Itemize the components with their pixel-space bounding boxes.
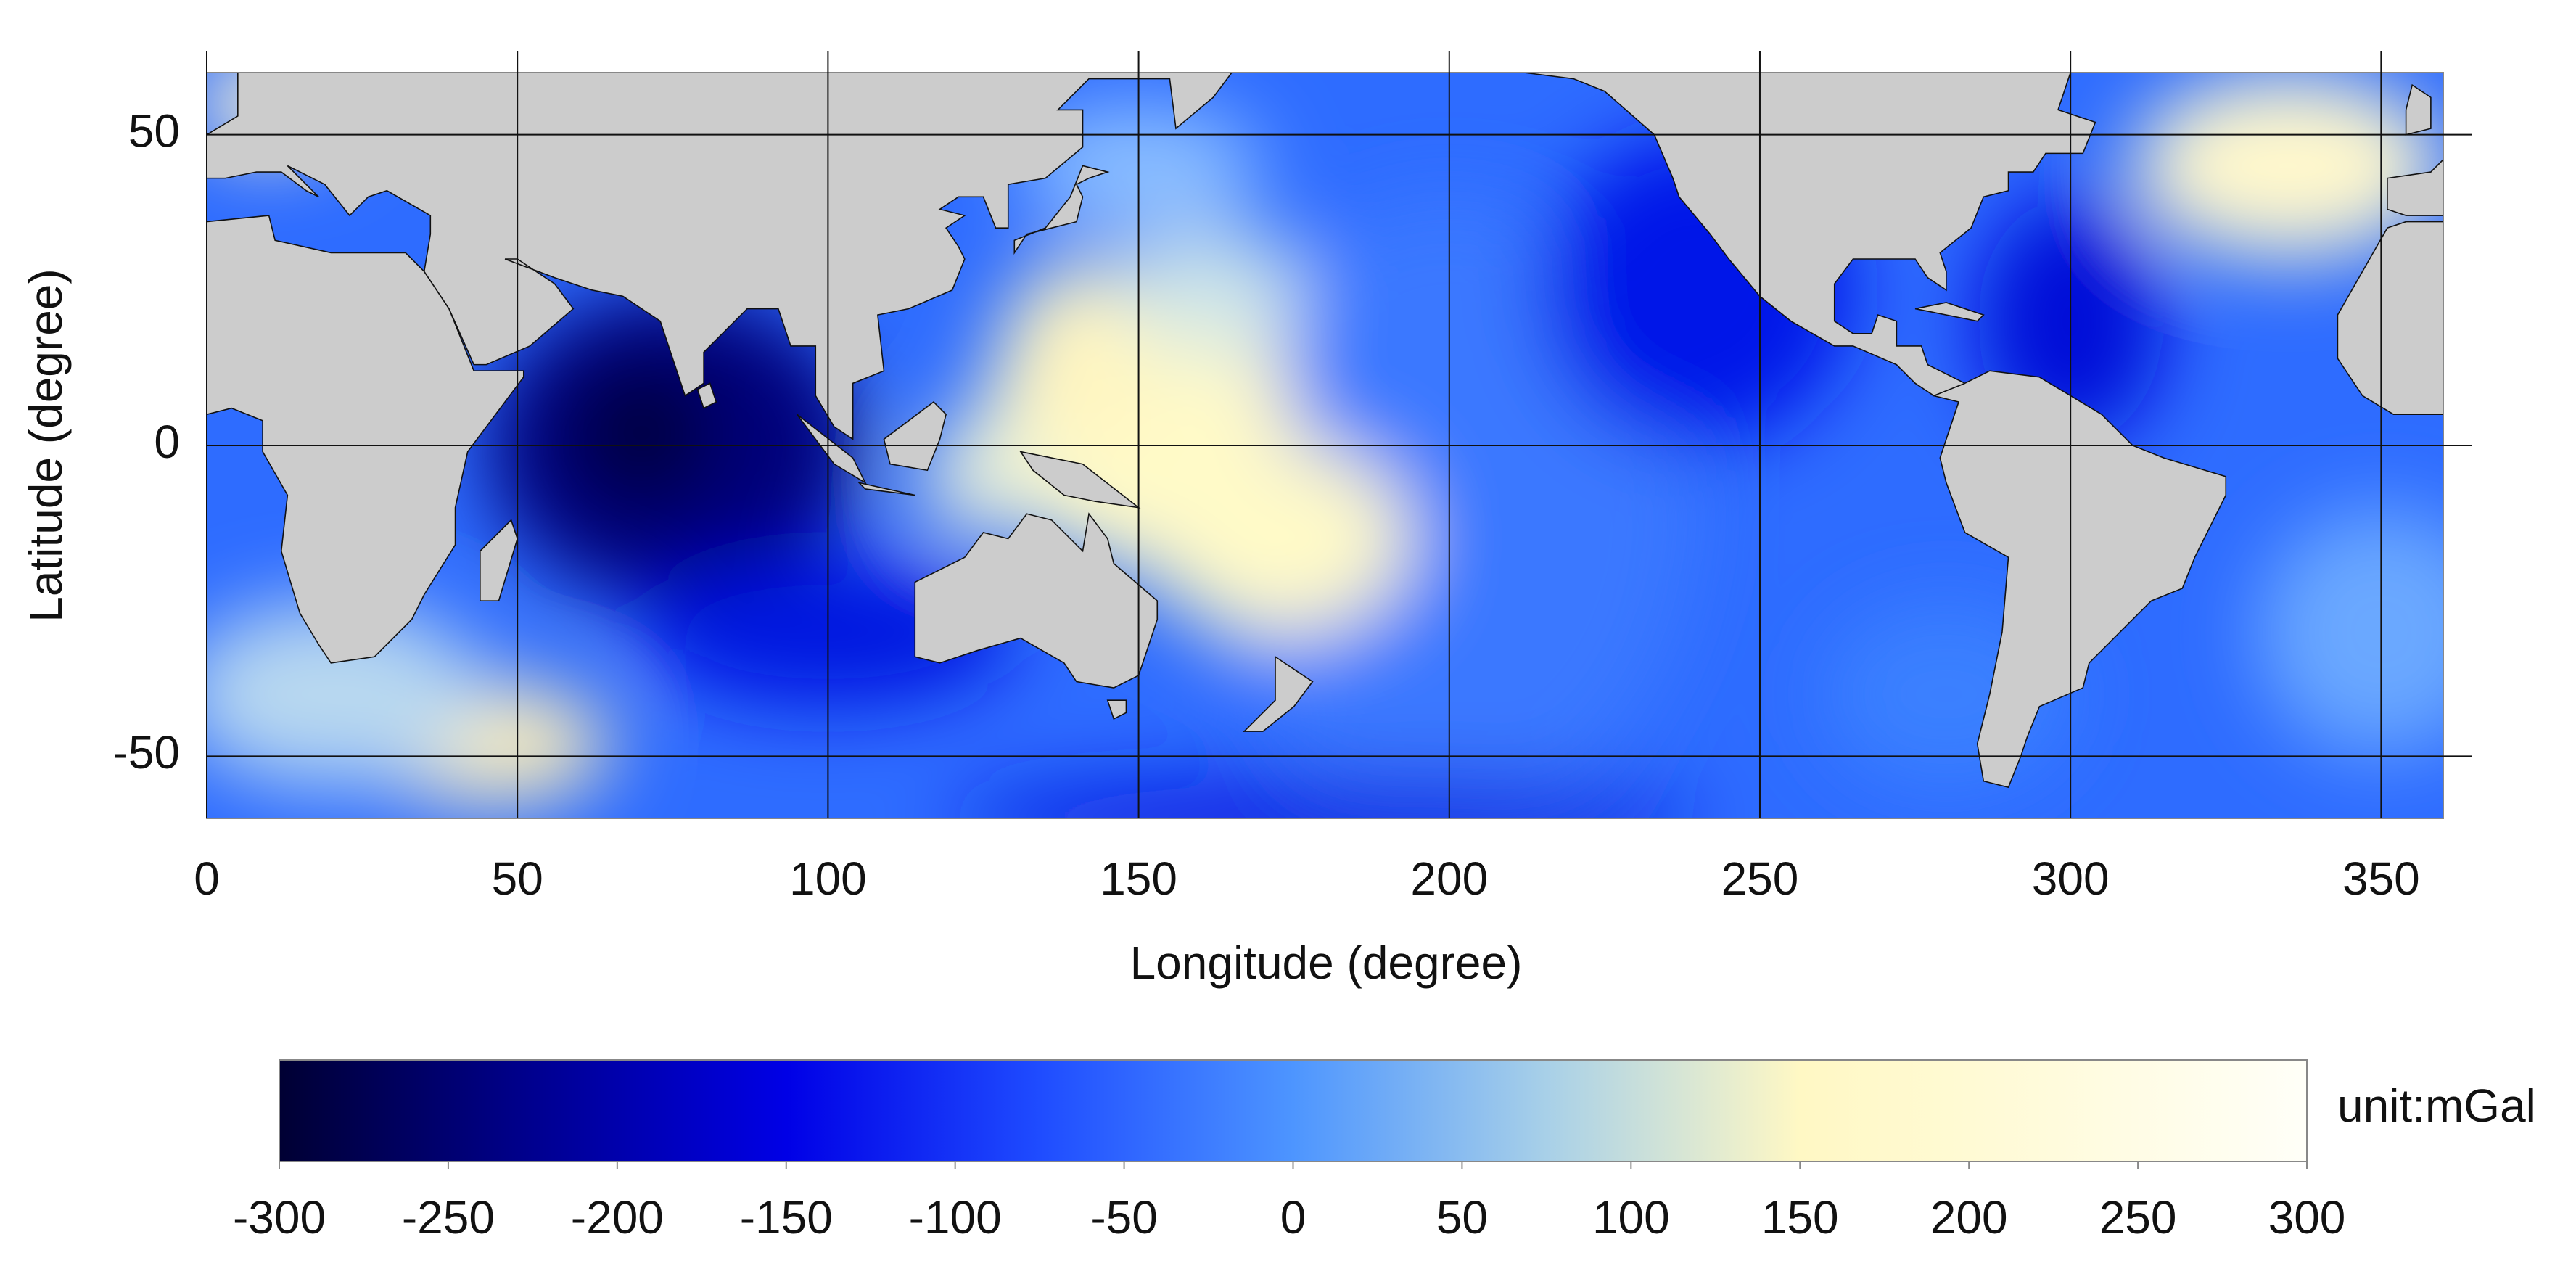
- landmass: [207, 73, 1233, 440]
- y-axis-label: Latitude (degree): [20, 268, 72, 622]
- colorbar-label: unit:mGal: [2337, 1080, 2536, 1132]
- landmass: [1914, 302, 1985, 322]
- land: [207, 73, 2443, 789]
- colorbar-tick-label: -150: [740, 1191, 833, 1244]
- y-tick-label: 50: [128, 105, 180, 157]
- landmass: [914, 512, 1159, 689]
- x-axis-label: Longitude (degree): [1130, 937, 1523, 989]
- colorbar-tick-label: 150: [1761, 1191, 1839, 1244]
- landmass: [2337, 221, 2443, 415]
- ocean-blob: [2132, 73, 2443, 259]
- ocean-blob: [207, 601, 487, 788]
- colorbar-tick-label: 0: [1280, 1191, 1306, 1244]
- y-tick-label: 0: [154, 416, 180, 468]
- colorbar-tick-label: 100: [1592, 1191, 1670, 1244]
- x-tick-label: 0: [194, 852, 220, 905]
- landmass: [207, 215, 524, 664]
- ocean-blob: [1002, 259, 1151, 445]
- x-tick-label: 200: [1410, 852, 1488, 905]
- landmass: [1523, 73, 2096, 397]
- x-tick-label: 250: [1721, 852, 1799, 905]
- landmass: [1013, 165, 1110, 255]
- landmass: [857, 482, 915, 496]
- landmass: [696, 382, 717, 409]
- x-tick-label: 350: [2342, 852, 2420, 905]
- x-tick-label: 150: [1100, 852, 1177, 905]
- landmass: [883, 400, 947, 472]
- landmass: [796, 414, 867, 485]
- x-tick-label: 100: [789, 852, 867, 905]
- colorbar-tick-label: 50: [1436, 1191, 1488, 1244]
- x-tick-label: 50: [492, 852, 543, 905]
- colorbar-tick-label: 250: [2099, 1191, 2177, 1244]
- colorbar-tick-label: -250: [402, 1191, 495, 1244]
- landmass: [1019, 451, 1141, 509]
- colorbar-tick-label: 200: [1930, 1191, 2008, 1244]
- landmass: [2387, 158, 2443, 216]
- landmass: [2405, 83, 2432, 136]
- colorbar-tick-label: -100: [909, 1191, 1002, 1244]
- y-tick-label: -50: [113, 726, 181, 778]
- colorbar-tick-label: -50: [1090, 1191, 1158, 1244]
- ocean-blob: [1119, 228, 1306, 353]
- colorbar-tick-label: -300: [233, 1191, 326, 1244]
- ocean-blob: [1138, 439, 1412, 638]
- landmass: [480, 519, 519, 601]
- x-tick-label: 300: [2032, 852, 2110, 905]
- axes: 0 50 100 150 200 250 300 350 -50 0 50: [113, 51, 2472, 905]
- ocean-blob: [567, 358, 717, 508]
- colorbar: [279, 1059, 2308, 1162]
- colorbar-tick-label: 300: [2268, 1191, 2346, 1244]
- landmass: [1243, 655, 1314, 732]
- ocean-blob: [2257, 507, 2443, 757]
- landmass: [1106, 699, 1127, 720]
- colorbar-tick-label: -200: [571, 1191, 664, 1244]
